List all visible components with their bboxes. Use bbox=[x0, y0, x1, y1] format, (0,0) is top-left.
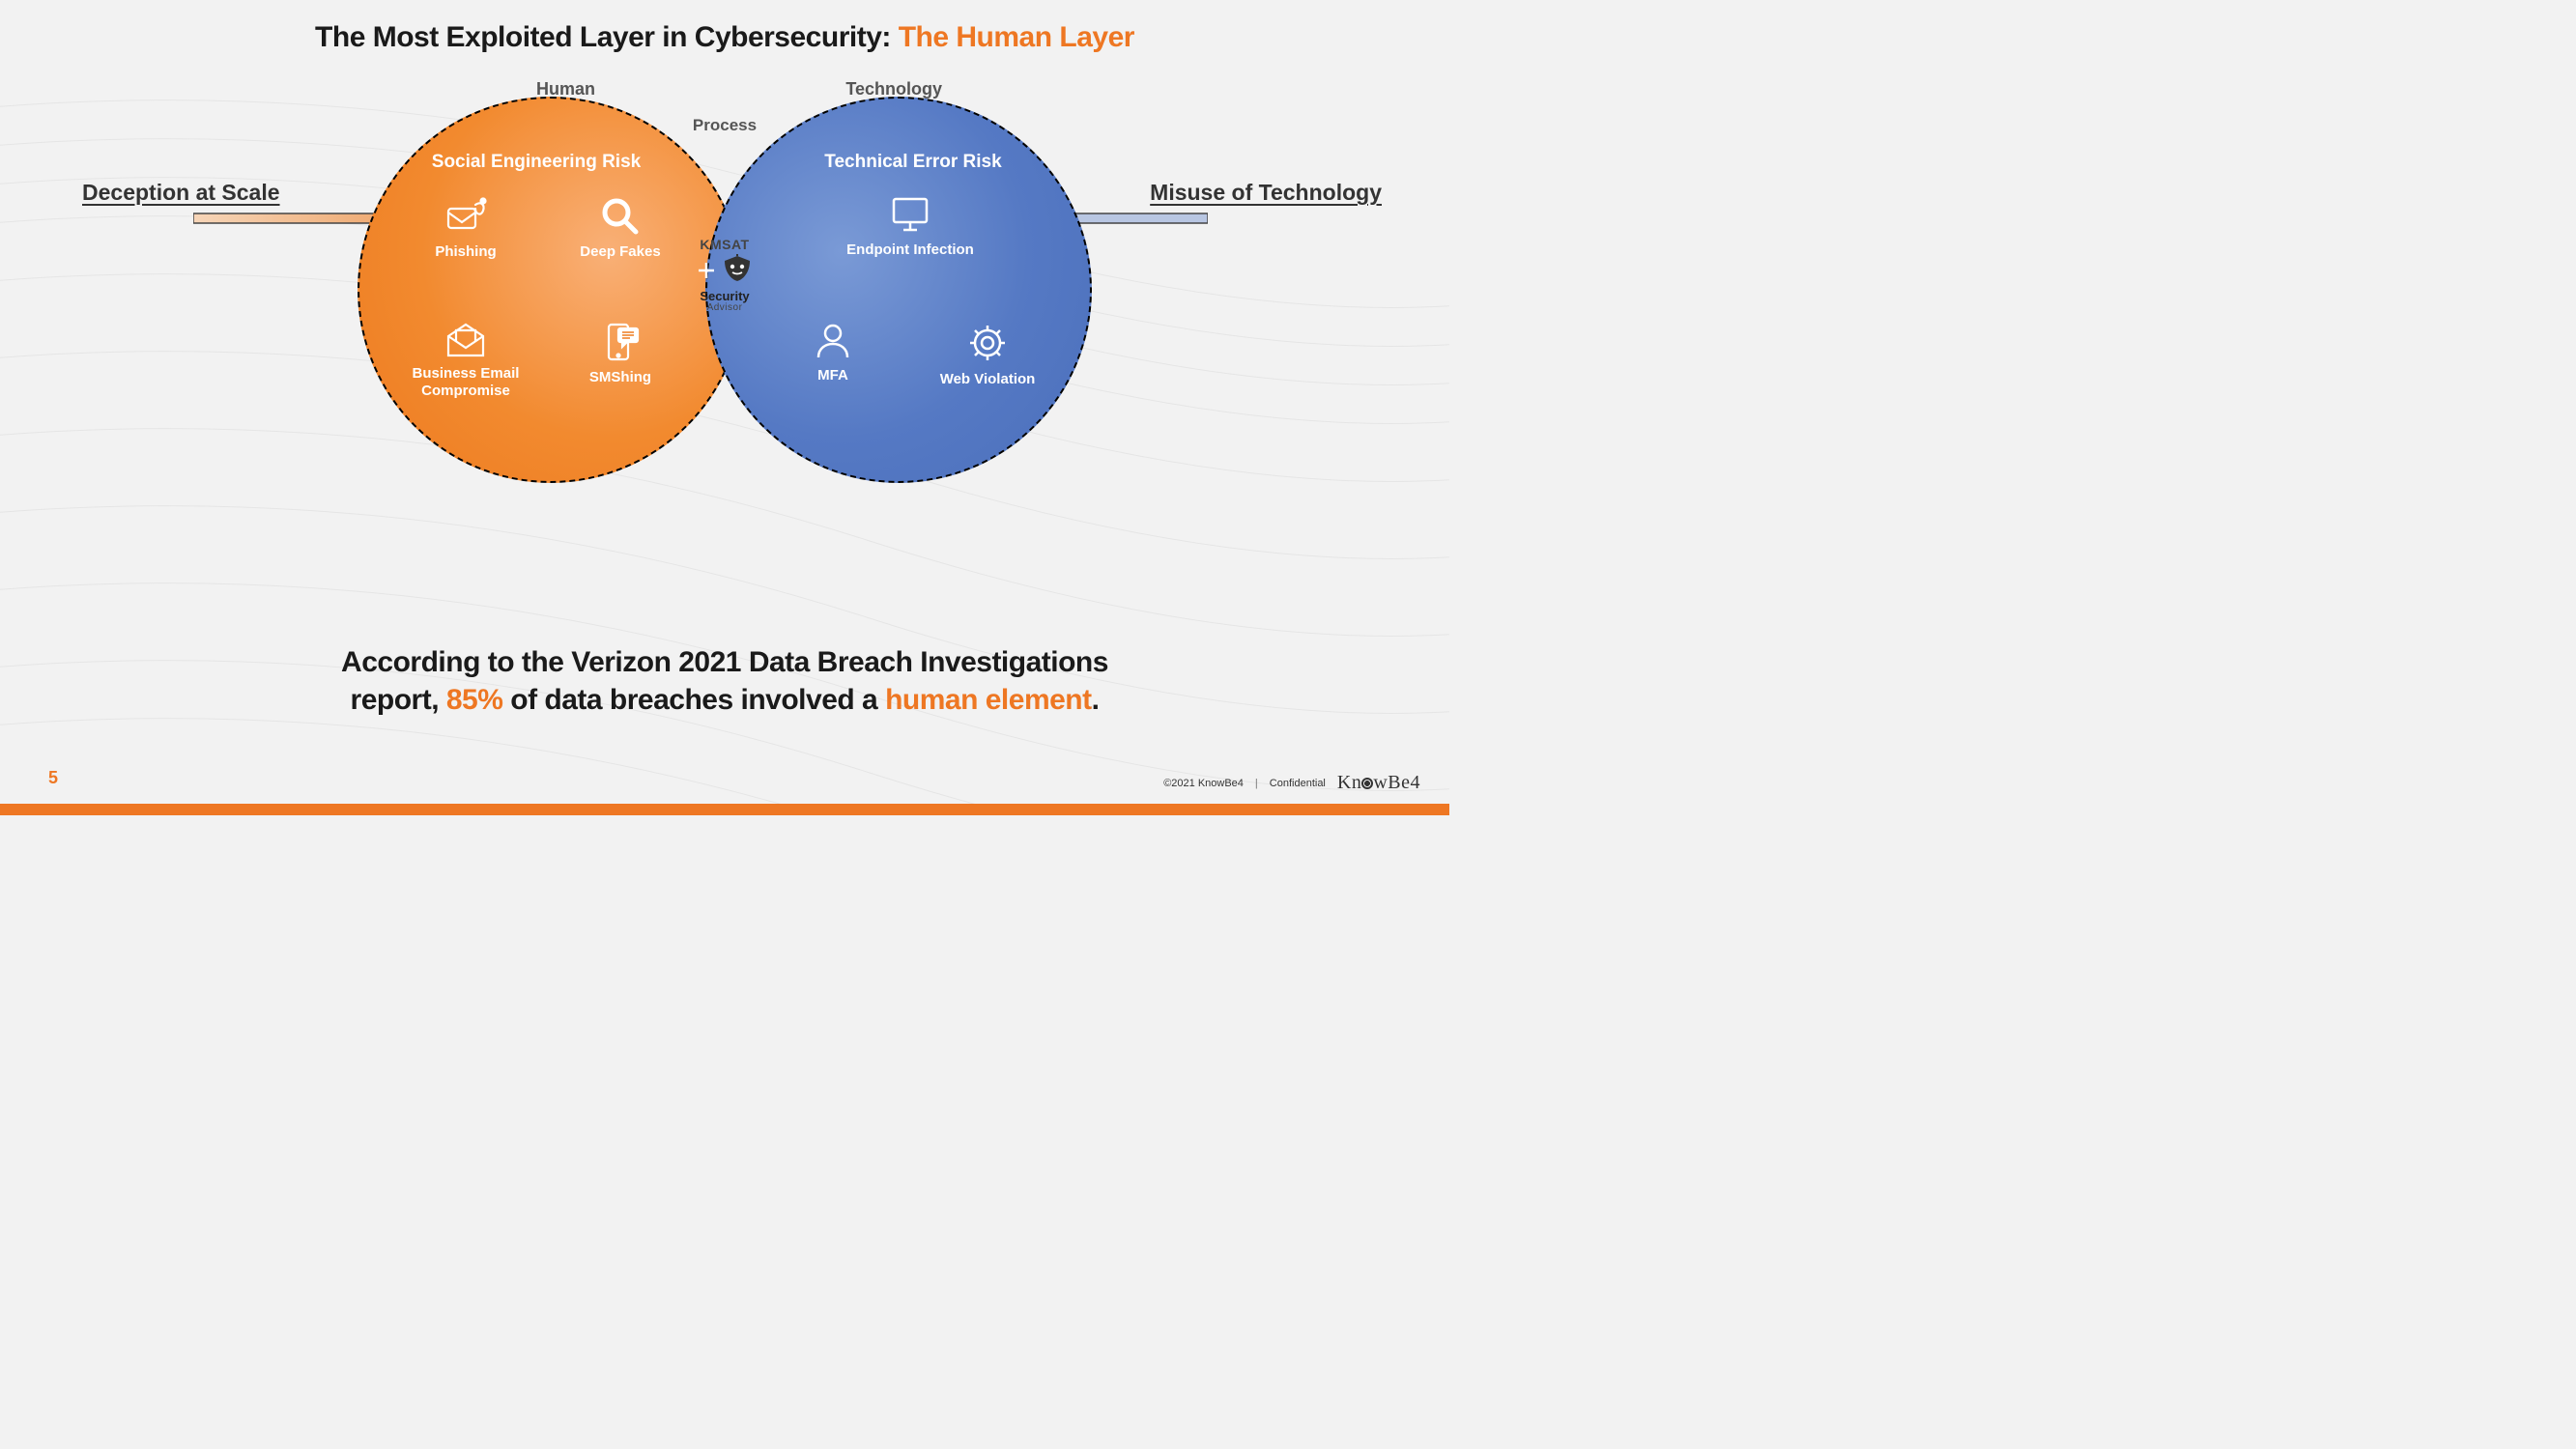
center-security-line2: Advisor bbox=[681, 302, 768, 313]
stat-highlight: human element bbox=[885, 684, 1092, 716]
stat-line2-suffix: . bbox=[1092, 684, 1100, 716]
open-envelope-icon bbox=[444, 321, 487, 359]
item-endpoint: Endpoint Infection bbox=[794, 195, 1026, 259]
gear-icon bbox=[965, 321, 1010, 365]
brand-logo: KnwBe4 bbox=[1337, 772, 1420, 794]
footer-right: ©2021 KnowBe4 | Confidential KnwBe4 bbox=[1163, 772, 1420, 794]
item-deepfakes: Deep Fakes bbox=[553, 195, 688, 261]
brand-o-icon bbox=[1361, 778, 1373, 789]
item-mfa: MFA bbox=[765, 321, 901, 384]
footer-confidential: Confidential bbox=[1270, 778, 1326, 789]
item-bec: Business EmailCompromise bbox=[398, 321, 533, 400]
callout-misuse: Misuse of Technology bbox=[1150, 180, 1382, 206]
item-deepfakes-label: Deep Fakes bbox=[553, 243, 688, 261]
item-smshing: SMShing bbox=[553, 321, 688, 386]
item-mfa-label: MFA bbox=[765, 367, 901, 384]
title-prefix: The Most Exploited Layer in Cybersecurit… bbox=[315, 21, 899, 53]
phone-sms-icon bbox=[599, 321, 642, 363]
venn-center: KMSAT Security Advisor bbox=[681, 237, 768, 313]
footer-copyright: ©2021 KnowBe4 bbox=[1163, 778, 1244, 789]
item-webv: Web Violation bbox=[920, 321, 1055, 388]
center-security-line1: Security bbox=[681, 290, 768, 302]
bottom-statistic: According to the Verizon 2021 Data Breac… bbox=[0, 643, 1449, 719]
stat-line1: According to the Verizon 2021 Data Breac… bbox=[341, 646, 1108, 678]
item-webv-label: Web Violation bbox=[920, 371, 1055, 388]
callout-deception: Deception at Scale bbox=[82, 180, 280, 206]
left-circle-title: Social Engineering Risk bbox=[359, 152, 742, 173]
slide-title: The Most Exploited Layer in Cybersecurit… bbox=[0, 21, 1449, 54]
stat-line2-mid: of data breaches involved a bbox=[502, 684, 885, 716]
plus-icon bbox=[696, 260, 717, 281]
bottom-accent-bar bbox=[0, 804, 1449, 815]
item-phishing-label: Phishing bbox=[398, 243, 533, 261]
phishing-hook-icon bbox=[443, 195, 489, 238]
user-icon bbox=[813, 321, 853, 361]
item-smshing-label: SMShing bbox=[553, 369, 688, 386]
stat-percent: 85% bbox=[446, 684, 503, 716]
stat-line2-prefix: report, bbox=[351, 684, 446, 716]
title-highlight: The Human Layer bbox=[899, 21, 1134, 53]
item-endpoint-label: Endpoint Infection bbox=[794, 242, 1026, 259]
venn-label-process: Process bbox=[693, 116, 757, 135]
footer-separator: | bbox=[1255, 778, 1258, 789]
magnifier-icon bbox=[599, 195, 642, 238]
venn-diagram: Human Technology Process Social Engineer… bbox=[358, 87, 1092, 493]
center-kmsat: KMSAT bbox=[681, 237, 768, 252]
page-number: 5 bbox=[48, 768, 58, 788]
right-circle-title: Technical Error Risk bbox=[707, 152, 1090, 173]
robot-shield-icon bbox=[721, 254, 754, 283]
item-phishing: Phishing bbox=[398, 195, 533, 261]
item-bec-label: Business EmailCompromise bbox=[398, 365, 533, 400]
monitor-icon bbox=[888, 195, 932, 236]
